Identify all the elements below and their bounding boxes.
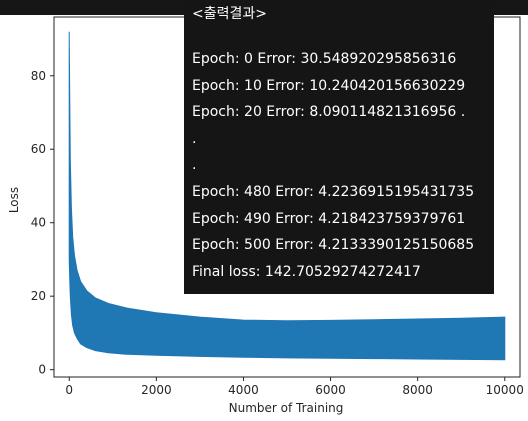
x-tick-label: 2000	[141, 383, 172, 397]
output-line: Epoch: 10 Error: 10.240420156630229	[192, 77, 466, 94]
y-tick-label: 80	[31, 69, 46, 83]
loss-series-band	[68, 31, 506, 361]
x-tick-label: 10000	[486, 383, 524, 397]
output-line: .	[192, 130, 197, 147]
x-axis: 0 2000 4000 6000 8000 10000	[65, 377, 524, 397]
y-tick-label: 0	[38, 363, 46, 377]
y-tick-label: 20	[31, 289, 46, 303]
output-line: Epoch: 0 Error: 30.548920295856316	[192, 51, 457, 67]
output-lines: Epoch: 0 Error: 30.548920295856316 Epoch:…	[192, 46, 494, 285]
x-tick-label: 0	[65, 383, 73, 397]
output-line: Epoch: 480 Error: 4.2236915195431735	[192, 183, 475, 200]
x-tick-label: 4000	[228, 383, 259, 397]
output-line: .	[192, 157, 197, 174]
plot-area	[68, 31, 506, 361]
output-line: Epoch: 20 Error: 8.090114821316956 .	[192, 104, 466, 121]
y-tick-label: 40	[31, 216, 46, 230]
console-output-panel: <출력결과> Epoch: 0 Error: 30.54892029585631…	[184, 0, 494, 294]
output-title: <출력결과>	[192, 6, 267, 22]
y-axis-label: Loss	[7, 187, 21, 213]
x-axis-label: Number of Training	[229, 401, 344, 415]
output-line: Epoch: 490 Error: 4.218423759379761	[192, 210, 466, 227]
output-line: Final loss: 142.70529274272417	[192, 263, 421, 280]
x-tick-label: 8000	[402, 383, 433, 397]
y-axis: 0 20 40 60 80	[31, 69, 54, 377]
x-tick-label: 6000	[315, 383, 346, 397]
y-tick-label: 60	[31, 142, 46, 156]
output-line: Epoch: 500 Error: 4.2133390125150685	[192, 237, 475, 254]
